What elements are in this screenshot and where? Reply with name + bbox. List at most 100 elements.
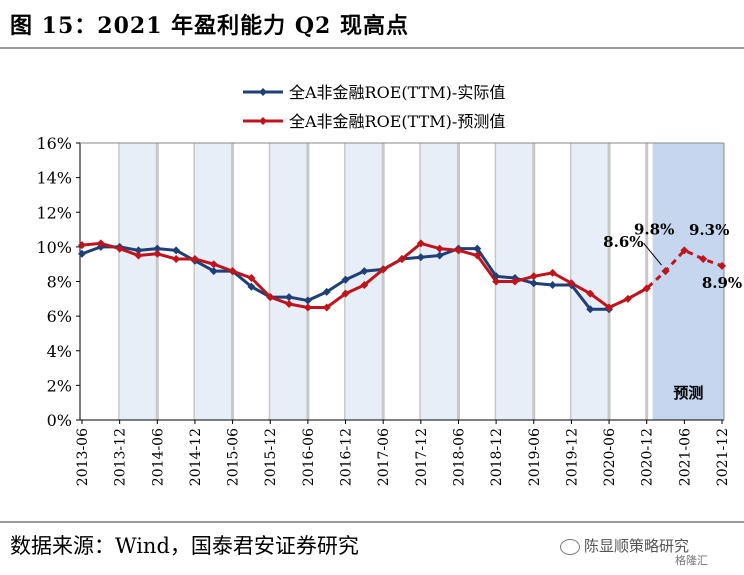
y-tick-label: 2% bbox=[47, 376, 72, 395]
band-light bbox=[420, 143, 459, 420]
marker-forecast bbox=[473, 251, 482, 260]
y-tick-label: 10% bbox=[36, 238, 72, 257]
marker-actual bbox=[548, 280, 557, 289]
marker-actual bbox=[78, 249, 86, 258]
wechat-icon bbox=[560, 538, 580, 555]
y-tick-label: 16% bbox=[36, 134, 72, 153]
marker-forecast bbox=[266, 293, 275, 302]
marker-forecast bbox=[115, 244, 124, 253]
marker-actual bbox=[322, 287, 331, 296]
axes: 0% 2% 4% 6% 8% 10% 12% 14% 16% 2013-06 2013-12 2014… bbox=[36, 134, 731, 486]
x-tick-label: 2016-12 bbox=[339, 428, 355, 486]
marker-forecast bbox=[699, 254, 708, 263]
marker-actual bbox=[529, 279, 538, 288]
marker-actual bbox=[341, 275, 350, 284]
bottom-rule bbox=[0, 521, 744, 523]
forecast-band bbox=[652, 143, 724, 420]
watermark-sub: 格隆汇 bbox=[675, 554, 708, 567]
marker-forecast bbox=[285, 300, 294, 309]
x-tick-label: 2013-06 bbox=[75, 428, 91, 486]
marker-forecast bbox=[567, 279, 576, 288]
marker-forecast bbox=[492, 277, 501, 286]
x-tick-label: 2014-06 bbox=[150, 428, 166, 486]
marker-forecast bbox=[642, 284, 651, 293]
x-tick-label: 2015-06 bbox=[226, 428, 242, 486]
x-tick-label: 2017-06 bbox=[376, 428, 392, 486]
marker-actual bbox=[153, 244, 162, 253]
marker-forecast bbox=[586, 289, 595, 298]
marker-forecast bbox=[247, 274, 256, 283]
x-tick-label: 2021-12 bbox=[715, 428, 731, 486]
marker-actual bbox=[492, 272, 501, 281]
annotation-label: 8.9% bbox=[702, 274, 742, 292]
y-tick-label: 0% bbox=[47, 411, 72, 430]
x-tick-label: 2014-12 bbox=[188, 428, 204, 486]
marker-forecast bbox=[153, 249, 162, 258]
marker-actual bbox=[416, 253, 425, 262]
y-tick-label: 4% bbox=[47, 342, 72, 361]
marker-actual bbox=[435, 251, 444, 260]
band-light bbox=[119, 143, 158, 420]
marker-actual bbox=[303, 296, 312, 305]
x-tick-label: 2015-12 bbox=[263, 428, 279, 486]
marker-forecast bbox=[172, 254, 181, 263]
x-tick-label: 2017-12 bbox=[414, 428, 430, 486]
marker-forecast bbox=[360, 280, 369, 289]
source-note: 数据来源：Wind，国泰君安证券研究 bbox=[10, 534, 359, 558]
legend-swatch-marker bbox=[259, 117, 267, 125]
annotation-label: 8.6% bbox=[603, 233, 643, 251]
marker-actual bbox=[172, 246, 181, 255]
y-tick-label: 14% bbox=[36, 169, 72, 188]
marker-actual bbox=[285, 293, 294, 302]
marker-forecast bbox=[623, 294, 632, 303]
x-tick-label: 2016-06 bbox=[301, 428, 317, 486]
marker-forecast bbox=[96, 239, 105, 248]
x-tick-label: 2019-12 bbox=[564, 428, 580, 486]
roe-chart: 预测 0% 2% 4% 6% 8% 10% 12% 14% 16% 2013-06 2013-12 2… bbox=[36, 83, 742, 486]
watermark: 陈显顺策略研究 bbox=[560, 535, 689, 556]
marker-actual bbox=[586, 305, 595, 314]
x-tick-label: 2020-12 bbox=[640, 428, 656, 486]
background-bands: 预测 bbox=[118, 143, 724, 420]
marker-actual bbox=[360, 267, 369, 276]
band-light bbox=[194, 143, 233, 420]
x-tick-label: 2013-12 bbox=[113, 428, 129, 486]
marker-forecast bbox=[680, 246, 689, 255]
band-light bbox=[270, 143, 308, 420]
y-tick-label: 12% bbox=[36, 203, 72, 222]
series-markers bbox=[78, 239, 726, 314]
legend-label: 全A非金融ROE(TTM)-预测值 bbox=[289, 112, 505, 131]
marker-forecast bbox=[228, 267, 237, 276]
marker-forecast bbox=[379, 265, 388, 274]
marker-forecast bbox=[78, 241, 86, 250]
marker-forecast bbox=[605, 303, 614, 312]
marker-forecast bbox=[454, 246, 463, 255]
marker-actual bbox=[209, 267, 218, 276]
marker-actual bbox=[473, 244, 482, 253]
legend-label: 全A非金融ROE(TTM)-实际值 bbox=[289, 83, 505, 102]
y-tick-label: 8% bbox=[47, 273, 72, 292]
x-tick-label: 2021-06 bbox=[677, 428, 693, 486]
watermark-text: 陈显顺策略研究 bbox=[584, 537, 690, 555]
annotation-label: 9.3% bbox=[689, 221, 729, 239]
marker-forecast bbox=[190, 254, 199, 263]
x-tick-label: 2018-12 bbox=[489, 428, 505, 486]
marker-actual bbox=[134, 246, 143, 255]
annotations: 8.6%9.8% 9.3% 8.9% bbox=[603, 220, 742, 292]
x-tick-label: 2018-06 bbox=[451, 428, 467, 486]
marker-forecast bbox=[529, 272, 538, 281]
band-light bbox=[571, 143, 610, 420]
marker-forecast bbox=[435, 244, 444, 253]
marker-forecast bbox=[416, 239, 425, 248]
marker-forecast bbox=[134, 251, 143, 260]
marker-actual bbox=[247, 282, 256, 291]
marker-forecast bbox=[209, 260, 218, 269]
marker-forecast bbox=[548, 268, 557, 277]
marker-forecast bbox=[510, 277, 519, 286]
x-tick-label: 2019-06 bbox=[527, 428, 543, 486]
marker-forecast bbox=[303, 303, 312, 312]
annotation-label: 9.8% bbox=[634, 220, 674, 238]
y-tick-label: 6% bbox=[47, 307, 72, 326]
marker-forecast bbox=[341, 289, 350, 298]
